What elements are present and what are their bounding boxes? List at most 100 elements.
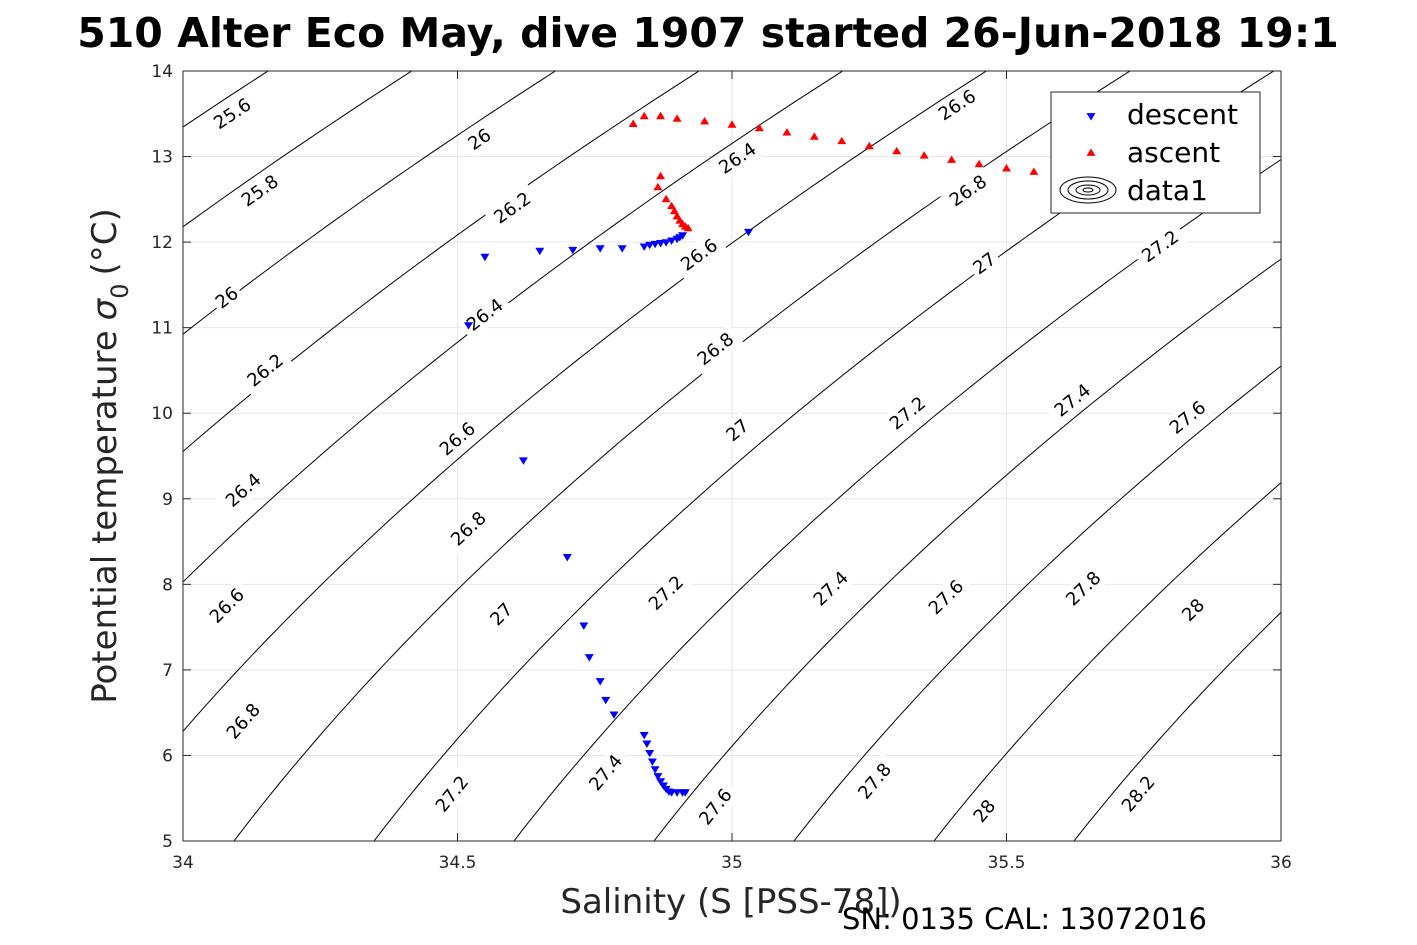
ascent-point	[669, 206, 679, 215]
legend-descent-label: descent	[1127, 98, 1238, 131]
contour-label-bg	[231, 166, 289, 216]
contour-label-bg	[426, 766, 478, 822]
density-contour	[183, 71, 988, 733]
descent-point	[667, 237, 677, 245]
legend-ascent-triangle	[1086, 148, 1096, 156]
contour-label: 27.6	[919, 570, 974, 624]
descent-point	[595, 245, 605, 253]
descent-point	[680, 789, 690, 797]
ascent-point	[667, 201, 677, 210]
contour-label: 27.6	[1159, 391, 1216, 444]
chart-title: 510 Alter Eco May, dive 1907 started 26-…	[77, 9, 1339, 57]
contour-label: 26.4	[216, 463, 271, 517]
contour-label-bg	[456, 289, 513, 341]
y-tick-label: 9	[162, 490, 173, 510]
y-tick-label: 7	[162, 661, 173, 681]
density-contour	[653, 258, 1281, 841]
contour-labels: 25.625.8262626.226.226.426.426.426.626.6…	[200, 80, 1216, 835]
ascent-point	[1002, 164, 1011, 172]
descent-point	[480, 253, 490, 262]
y-axis-label-sub: 0	[106, 283, 134, 298]
y-axis-label-sigma: σ	[85, 297, 125, 320]
contour-label-bg	[484, 183, 541, 233]
y-tick-label: 10	[151, 404, 173, 424]
density-contour	[183, 71, 700, 453]
legend-contour-label: data1	[1127, 174, 1208, 207]
x-tick-label: 35.5	[988, 853, 1026, 873]
ascent-point	[653, 182, 663, 191]
descent-point	[464, 322, 473, 330]
serial-calibration-label: SN: 0135 CAL: 13072016	[842, 902, 1207, 936]
legend-descent-marker	[1086, 113, 1096, 121]
descent-point	[639, 732, 649, 740]
ascent-point	[727, 120, 737, 128]
contour-label-bg	[460, 121, 499, 158]
contour-label-bg	[1159, 391, 1216, 444]
descent-point	[595, 678, 605, 686]
contour-label-bg	[237, 344, 294, 397]
ascent-point	[974, 159, 984, 168]
descent-point	[645, 241, 655, 250]
density-contour	[933, 482, 1281, 841]
ascent-point	[892, 146, 902, 155]
descent-point	[744, 228, 753, 237]
contour-label-bg	[482, 595, 521, 634]
descent-point	[656, 778, 666, 786]
descent-point	[656, 240, 666, 248]
contour-label-bg	[1112, 766, 1165, 822]
descent-point	[601, 696, 611, 705]
ascent-point	[639, 111, 649, 120]
density-contour	[183, 71, 413, 228]
axis-ticks: 34 34.5 35 35.5 36 5 6 7 8 9 10 11 12 13 14	[151, 62, 1291, 873]
ascent-point	[628, 119, 638, 127]
contour-label-bg	[718, 411, 757, 449]
y-tick-label: 13	[151, 148, 173, 168]
contour-label-bg	[217, 693, 270, 749]
y-tick-label: 6	[162, 746, 173, 766]
y-tick-label: 12	[151, 233, 173, 253]
descent-point	[642, 740, 652, 748]
ascent-point	[683, 223, 693, 232]
contour-label-bg	[1132, 221, 1189, 272]
x-tick-label: 36	[1270, 853, 1292, 873]
descent-point	[650, 766, 660, 774]
contour-label-bg	[965, 245, 1004, 282]
legend-contour-icon	[1059, 176, 1117, 204]
ascent-point	[782, 128, 792, 136]
descent-point	[678, 232, 688, 240]
density-contour	[183, 71, 557, 335]
contour-label-bg	[204, 89, 261, 139]
descent-point	[650, 240, 660, 249]
descent-point	[645, 750, 655, 758]
density-contour	[183, 71, 844, 583]
ascent-point	[919, 151, 929, 159]
contour-label-bg	[966, 792, 1003, 830]
ascent-point	[754, 123, 764, 132]
y-axis-label-unit: (°C)	[85, 208, 125, 275]
contour-label-bg	[880, 387, 936, 439]
ascent-point	[656, 171, 666, 180]
contour-label-bg	[1044, 374, 1101, 427]
descent-point	[568, 246, 578, 255]
ascent-point	[837, 136, 847, 145]
y-axis-label: Potential temperature σ0 (°C)	[85, 208, 134, 704]
contour-label-bg	[429, 412, 486, 465]
legend-descent-triangle	[1086, 113, 1096, 121]
legend: descent ascent data1	[1050, 91, 1261, 214]
contour-label-bg	[579, 744, 632, 801]
x-tick-label: 35	[721, 853, 743, 873]
ascent-point	[1029, 167, 1039, 175]
contour-label-bg	[848, 753, 901, 809]
y-tick-label: 8	[162, 575, 173, 595]
descent-point	[617, 245, 627, 253]
x-tick-label: 34	[172, 853, 194, 873]
density-contour	[0, 45, 164, 866]
contour-label-bg	[687, 323, 744, 375]
descent-point	[661, 239, 671, 247]
contour-label-bg	[208, 279, 246, 317]
legend-ascent-marker	[1086, 148, 1096, 156]
contour-label-bg	[216, 463, 271, 517]
contour-label-bg	[1174, 591, 1212, 629]
descent-point	[609, 711, 619, 719]
